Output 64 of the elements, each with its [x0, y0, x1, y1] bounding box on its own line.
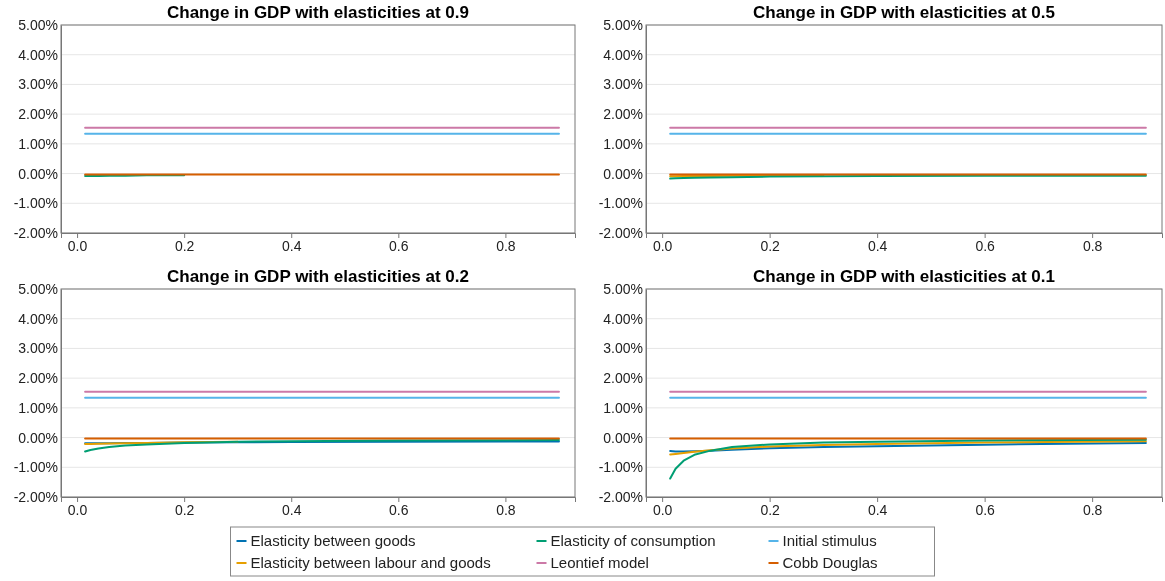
x-tick-label: 0.8 — [496, 501, 516, 518]
y-tick-label: 0.00% — [603, 165, 643, 182]
x-tick-label: 0.6 — [975, 237, 996, 254]
y-tick-label: 5.00% — [18, 16, 58, 33]
y-tick-label: 1.00% — [18, 135, 58, 152]
y-tick-label: -2.00% — [13, 488, 58, 505]
y-tick-label: -2.00% — [598, 224, 643, 241]
chart-title: Change in GDP with elasticities at 0.9 — [167, 3, 469, 22]
y-tick-label: 4.00% — [18, 46, 58, 63]
y-tick-label: 0.00% — [603, 429, 643, 446]
x-tick-label: 0.0 — [67, 237, 88, 254]
x-tick-label: 0.0 — [67, 501, 88, 518]
y-tick-label: 5.00% — [603, 16, 643, 33]
x-tick-label: 0.4 — [281, 237, 302, 254]
y-tick-label: -2.00% — [598, 488, 643, 505]
y-tick-label: -1.00% — [13, 459, 58, 476]
y-tick-label: 2.00% — [18, 370, 58, 387]
x-tick-label: 0.8 — [1082, 237, 1103, 254]
y-tick-label: 4.00% — [603, 310, 643, 327]
legend-label: Leontief model — [550, 554, 649, 571]
y-tick-label: 3.00% — [18, 340, 58, 357]
y-tick-label: 3.00% — [603, 76, 643, 93]
x-tick-label: 0.0 — [652, 501, 673, 518]
y-tick-label: 2.00% — [18, 106, 58, 123]
y-tick-label: 2.00% — [603, 370, 643, 387]
y-tick-label: -1.00% — [598, 459, 643, 476]
y-tick-label: 3.00% — [18, 76, 58, 93]
x-tick-label: 0.6 — [389, 237, 409, 254]
x-tick-label: 0.2 — [174, 237, 195, 254]
y-tick-label: 1.00% — [603, 135, 643, 152]
y-tick-label: 3.00% — [603, 340, 643, 357]
y-tick-label: -2.00% — [13, 224, 58, 241]
y-tick-label: -1.00% — [13, 195, 58, 212]
chart-title: Change in GDP with elasticities at 0.2 — [167, 267, 469, 286]
x-tick-label: 0.2 — [760, 501, 781, 518]
line-series — [669, 438, 1147, 480]
y-tick-label: 4.00% — [18, 310, 58, 327]
y-tick-label: 5.00% — [603, 280, 643, 297]
legend-label: Cobb Douglas — [782, 554, 878, 571]
x-tick-label: 0.0 — [652, 237, 673, 254]
x-tick-label: 0.4 — [867, 237, 888, 254]
x-tick-label: 0.8 — [1082, 501, 1103, 518]
y-tick-label: 0.00% — [18, 165, 58, 182]
chart-title: Change in GDP with elasticities at 0.1 — [753, 267, 1055, 286]
y-tick-label: 2.00% — [603, 106, 643, 123]
x-tick-label: 0.2 — [760, 237, 781, 254]
chart-title: Change in GDP with elasticities at 0.5 — [753, 3, 1055, 22]
x-tick-label: 0.6 — [975, 501, 996, 518]
line-series — [84, 438, 560, 453]
x-tick-label: 0.4 — [867, 501, 888, 518]
legend-label: Elasticity of consumption — [550, 532, 716, 549]
y-tick-label: 4.00% — [603, 46, 643, 63]
y-tick-label: 1.00% — [18, 399, 58, 416]
x-tick-label: 0.6 — [389, 501, 409, 518]
x-tick-label: 0.2 — [174, 501, 195, 518]
y-tick-label: -1.00% — [598, 195, 643, 212]
legend-label: Elasticity between labour and goods — [250, 554, 491, 571]
legend-label: Elasticity between goods — [250, 532, 416, 549]
y-tick-label: 0.00% — [18, 429, 58, 446]
y-tick-label: 1.00% — [603, 399, 643, 416]
x-tick-label: 0.4 — [281, 501, 302, 518]
x-tick-label: 0.8 — [496, 237, 516, 254]
y-tick-label: 5.00% — [18, 280, 58, 297]
legend-label: Initial stimulus — [782, 532, 877, 549]
